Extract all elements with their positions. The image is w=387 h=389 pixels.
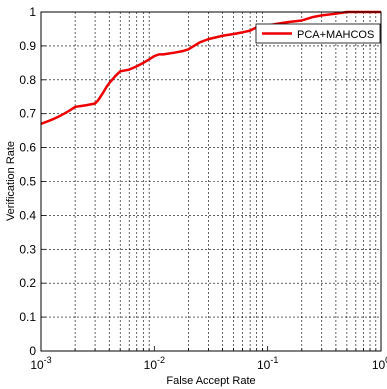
plot-frame — [40, 11, 382, 352]
y-tick-label: 0.7 — [19, 107, 36, 121]
x-tick-label: 10-3 — [30, 355, 51, 372]
x-tick-label: 10-1 — [257, 355, 278, 372]
legend-box — [255, 23, 381, 44]
y-tick-label: 0.6 — [19, 141, 36, 155]
y-tick-label: 0.9 — [19, 39, 36, 53]
grid — [41, 12, 381, 351]
legend: PCA+MAHCOS — [255, 23, 381, 44]
series-line — [40, 10, 381, 126]
y-tick-label: 0.5 — [19, 175, 36, 189]
y-tick-label: 0.2 — [19, 276, 36, 290]
series-layer — [40, 10, 381, 126]
x-tick-label: 100 — [372, 355, 387, 372]
y-axis-label: Verification Rate — [5, 141, 17, 221]
y-tick-label: 0.3 — [19, 242, 36, 256]
x-axis-label: False Accept Rate — [166, 375, 255, 387]
y-tick-label: 1 — [29, 5, 36, 19]
y-tick-label: 0 — [29, 344, 36, 358]
legend-label: PCA+MAHCOS — [297, 29, 374, 41]
y-tick-label: 0.8 — [19, 73, 36, 87]
ticks: 0 0.1 0.2 0.3 0.4 0.5 0.6 0.7 0.8 0.9 1 10-3 10-2 10-… — [19, 5, 387, 372]
y-tick-label: 0.1 — [19, 310, 36, 324]
x-tick-label: 10-2 — [144, 355, 165, 372]
y-tick-label: 0.4 — [19, 208, 36, 222]
